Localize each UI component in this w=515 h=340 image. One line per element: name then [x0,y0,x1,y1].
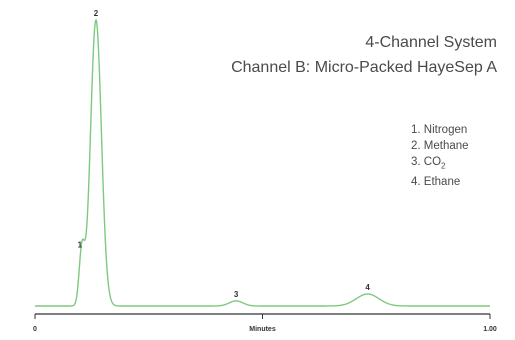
trace-layer [35,18,490,307]
x-tick-label-start: 0 [33,326,37,333]
x-tick-label-end: 1.00 [483,326,497,333]
legend-item-subscript: 2 [441,161,446,171]
legend-item-number: 3. [411,156,424,168]
peak-legend: 1. Nitrogen 2. Methane 3. CO2 4. Ethane [411,122,469,190]
legend-item-name: Ethane [423,176,461,189]
legend-item-name: Methane [423,140,469,152]
legend-item: 2. Methane [411,138,469,154]
legend-item-number: 2. [411,140,424,152]
legend-item: 4. Ethane [411,174,469,190]
chart-subtitle: Channel B: Micro-Packed HayeSep A [231,59,497,76]
x-axis-label: Minutes [249,326,276,333]
legend-item: 3. CO2 [411,154,469,174]
legend-item-name: CO [423,156,442,168]
legend-item-name: Nitrogen [423,124,468,136]
peak-label-2: 2 [94,9,99,18]
axis-layer [34,313,491,319]
chart-title: 4-Channel System [365,34,497,51]
tick-label-layer: 0 1.00 Minutes [33,326,497,333]
legend-item: 1. Nitrogen [411,122,469,138]
peak-label-layer: 1 2 3 4 [78,9,371,299]
legend-item-number: 1. [411,124,424,136]
chromatogram-trace [35,18,490,307]
peak-label-3: 3 [234,290,239,299]
peak-label-1: 1 [78,241,83,250]
legend-item-number: 4. [411,176,424,189]
peak-label-4: 4 [365,283,370,292]
